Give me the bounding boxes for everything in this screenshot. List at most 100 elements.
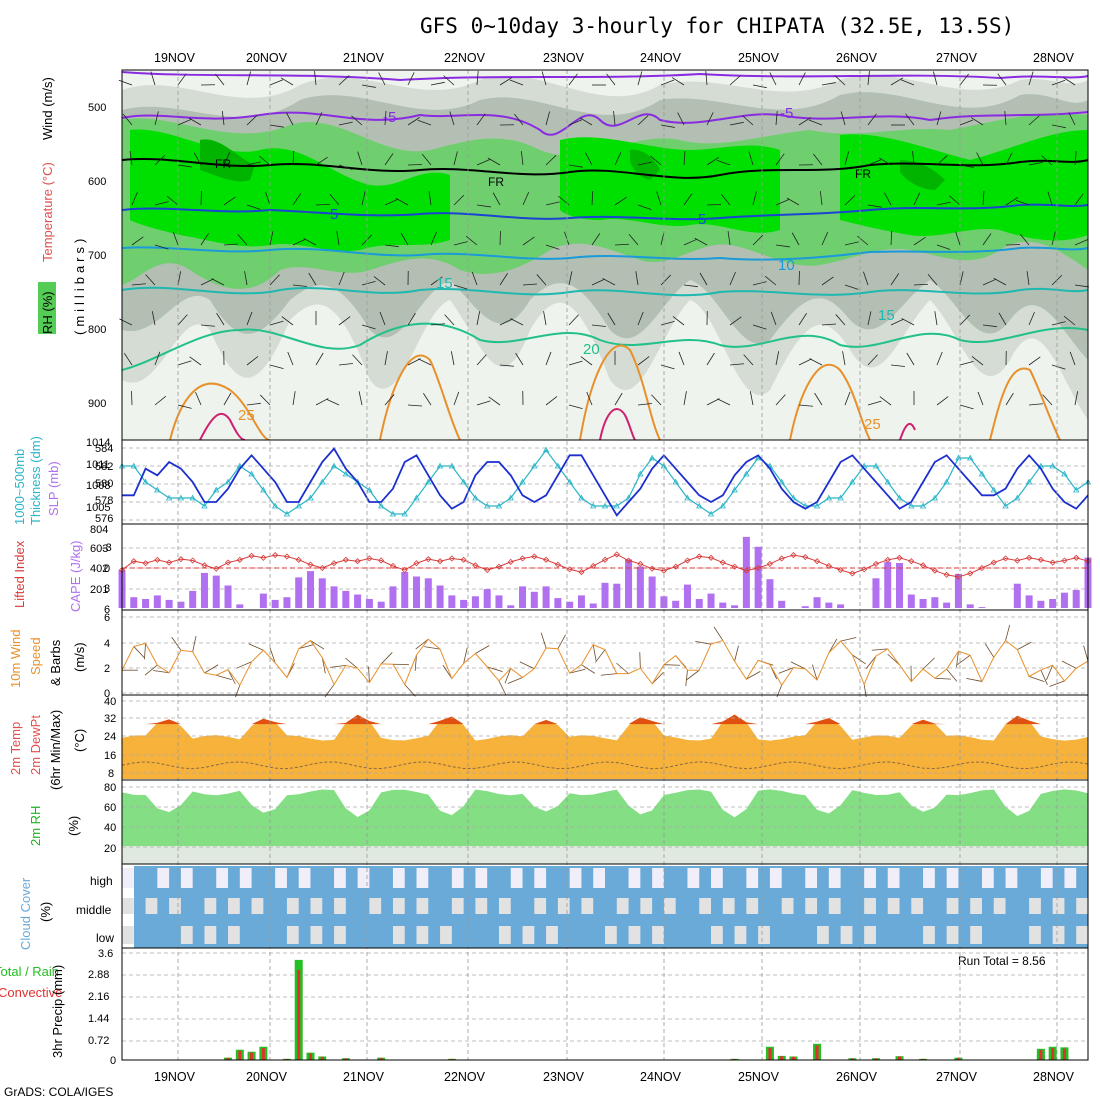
thickness-point [401,510,408,517]
date-label-bottom: 20NOV [246,1070,288,1084]
cape-bar [283,597,291,608]
wind-tick-0: 0 [104,688,110,700]
wind-barb [746,671,761,680]
wind10-barbs [122,625,1089,701]
upper-barb [844,151,850,166]
cape-label-lifted: Lifted Index [12,540,27,608]
upper-barb [982,191,985,206]
upper-barb [660,364,675,370]
upper-barb [591,278,605,286]
cloud-gap-low [228,926,240,944]
label-15-b: 15 [878,307,895,324]
wind-barb [922,657,935,670]
cape-bar [1025,595,1033,608]
upper-barb [211,278,225,286]
cloud-gap-mid [228,898,240,914]
upper-barb [879,396,892,406]
upper-barb [177,119,192,126]
thickness-point [743,470,750,477]
cape-bar [200,572,208,608]
upper-barb [568,360,583,366]
upper-barb [977,391,984,406]
precip-tick-072: 0.72 [88,1035,109,1047]
upper-barb [417,119,432,126]
upper-barb [292,238,306,246]
wind-grid [122,616,1088,694]
upper-barb [614,392,623,406]
cape-bar [813,597,821,608]
upper-barb [568,314,579,326]
cape-bar [189,590,197,608]
wind-barb [616,662,629,674]
upper-barb [814,392,823,406]
wind-barb [790,661,806,670]
upper-barb [775,351,780,366]
upper-barb [890,273,900,286]
lifted-point [649,565,656,572]
cape-bar [401,572,409,608]
cloud-gap-mid [864,898,876,914]
thickness-point [319,478,326,485]
temp-tick-8: 8 [108,768,114,780]
upper-barb [1063,315,1076,326]
upper-barb [936,111,942,126]
lifted-point [943,571,950,578]
upper-barb [1074,151,1077,166]
thickness-point [813,502,821,509]
cloud-gap-low [923,926,935,944]
upper-barb [338,316,351,326]
label-5-b: 5 [698,211,706,228]
upper-barb [637,204,652,210]
lifted-point [307,561,314,568]
temp-tick-40: 40 [104,696,116,708]
cape-bar [766,579,774,608]
thickness-point [672,478,679,485]
cloud-gap-mid [334,898,346,914]
lifted-point [813,558,821,565]
upper-barb [476,113,486,126]
wind-barb [487,666,503,672]
cape-bar [330,586,338,608]
upper-barb [1074,391,1079,406]
upper-barb [775,111,778,126]
lifted-point [543,556,550,563]
upper-barb [660,320,675,326]
wind-tick-6: 6 [104,612,110,624]
wind-label-3: & Barbs [48,639,63,686]
upper-barb [568,73,578,86]
upper-barb [998,312,1007,326]
thickness-point [460,478,467,485]
upper-barb [154,244,169,250]
upper-barb [400,232,409,246]
upper-barb [971,356,984,366]
wind-barb [663,664,680,666]
upper-barb [378,72,386,86]
cloud-gap-mid [663,898,676,914]
upper-barb [677,112,685,126]
cape-bar [436,585,444,608]
cloud-gap-mid [911,898,924,914]
slp-label-dm: Thickness (dm) [28,436,43,525]
upper-barb [269,320,284,326]
date-label-top: 19NOV [154,51,196,65]
upper-barb [844,284,859,290]
wind-barb [686,669,700,681]
upper-barb [867,113,877,126]
cape-bar [978,607,986,608]
upper-barb [821,276,834,286]
cloud-gap-mid [722,898,735,914]
upper-barb [1051,79,1066,86]
upper-barb [407,72,415,86]
upper-barb [842,351,846,366]
upper-barb [292,150,295,166]
lifted-point [861,566,868,573]
date-label-bottom: 24NOV [640,1070,682,1084]
upper-barb [292,391,296,406]
thickness-point [896,494,903,501]
li-tick-0: 0 [104,563,110,575]
thickness-point [554,462,562,469]
rh-tick-80: 80 [104,782,116,794]
upper-barb [752,324,767,330]
upper-barb [177,314,188,326]
